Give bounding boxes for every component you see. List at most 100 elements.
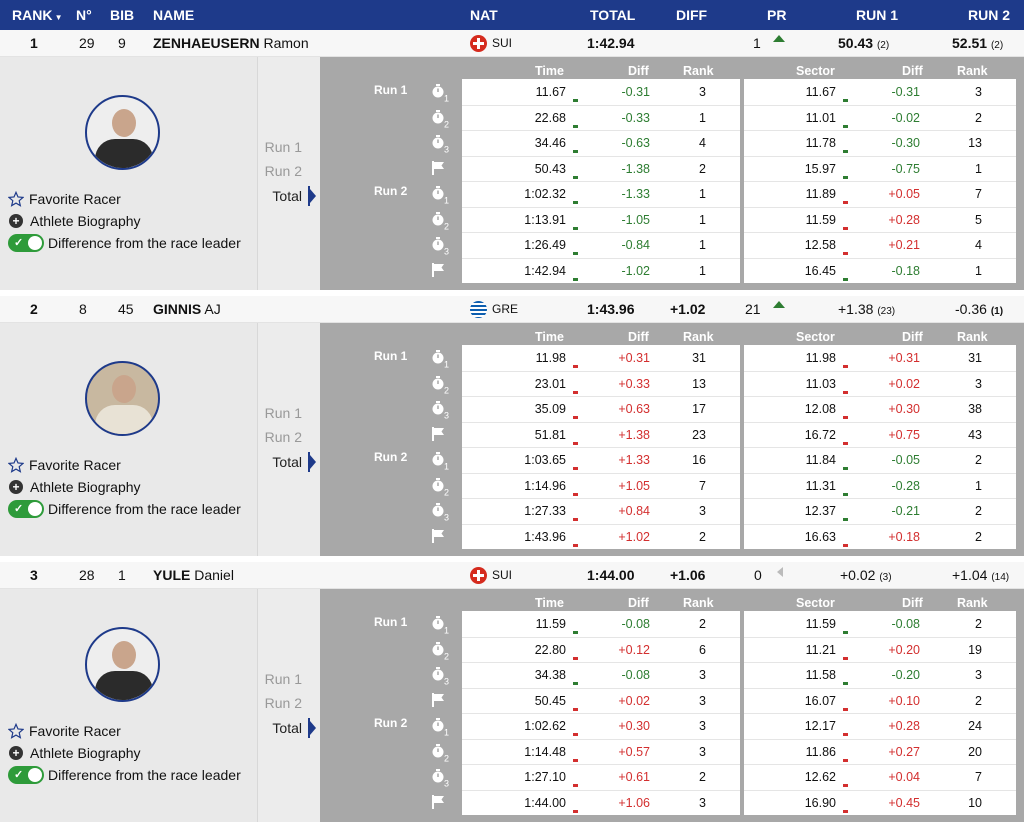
sector-time: 11.21	[805, 642, 836, 657]
row-divider	[744, 257, 1016, 259]
sector-diff: -0.31	[891, 85, 921, 99]
racer-total-time: 1:42.94	[587, 35, 635, 51]
stopwatch-icon: 1	[432, 718, 449, 738]
athlete-biography-button[interactable]: + Athlete Biography	[8, 479, 141, 495]
racer-run2: -0.36 (1)	[955, 301, 1003, 317]
col-rank[interactable]: RANK ▼	[12, 7, 63, 23]
row-divider	[462, 764, 740, 765]
finish-flag-icon	[432, 528, 445, 546]
difference-toggle[interactable]: ✓ Difference from the race leader	[8, 234, 241, 252]
sector-rank: 19	[968, 642, 982, 657]
stopwatch-icon: 3	[432, 135, 449, 155]
sector-time: 11.89	[805, 187, 836, 201]
stopwatch-icon: 3	[432, 503, 449, 523]
split-rank: 3	[699, 744, 706, 759]
run2-label: Run 2	[374, 450, 408, 464]
split-time: 1:44.00	[524, 795, 566, 810]
total-tab[interactable]: Total	[272, 720, 302, 736]
racer-name[interactable]: YULE Daniel	[153, 567, 234, 583]
col-pr[interactable]: PR	[767, 7, 787, 23]
split-rank: 1	[699, 263, 706, 278]
split-diff: -0.84	[621, 238, 651, 252]
time-indicator-mark	[573, 390, 578, 394]
favorite-racer-button[interactable]: Favorite Racer	[7, 456, 121, 473]
run1-tab[interactable]: Run 1	[264, 405, 302, 421]
sector-diff: +0.10	[888, 693, 920, 708]
toggle-switch-icon[interactable]: ✓	[8, 500, 44, 518]
col-bib[interactable]: BIB	[110, 7, 135, 23]
sector-indicator-mark	[843, 252, 848, 255]
time-indicator-mark	[573, 758, 578, 762]
athlete-biography-label: Athlete Biography	[30, 479, 141, 495]
favorite-racer-button[interactable]: Favorite Racer	[7, 722, 121, 739]
split-time: 23.01	[534, 376, 566, 391]
racer-name[interactable]: ZENHAEUSERN Ramon	[153, 35, 309, 51]
toggle-switch-icon[interactable]: ✓	[8, 766, 44, 784]
racer-run1: +0.02 (3)	[840, 567, 892, 583]
athlete-biography-button[interactable]: + Athlete Biography	[8, 213, 141, 229]
run2-tab[interactable]: Run 2	[264, 163, 302, 179]
time-indicator-mark	[573, 467, 578, 470]
athlete-biography-button[interactable]: + Athlete Biography	[8, 745, 141, 761]
athlete-photo	[85, 627, 160, 702]
racer-bib: 1	[118, 567, 126, 583]
run1-tab[interactable]: Run 1	[264, 671, 302, 687]
athlete-photo-body	[95, 671, 153, 700]
plus-icon: +	[9, 746, 23, 760]
racer-pr: 0	[754, 567, 762, 583]
row-divider	[462, 498, 740, 499]
racer-row[interactable]: 3 28 1 YULE Daniel SUI 1:44.00 +1.06 0 +0.02 (3)…	[0, 562, 1024, 589]
racer-row[interactable]: 2 8 45 GINNIS AJ GRE 1:43.96 +1.02 21 +1.38 (23)…	[0, 296, 1024, 323]
sector-rank: 2	[975, 453, 982, 467]
sector-rank: 38	[968, 402, 982, 416]
run2-tab[interactable]: Run 2	[264, 695, 302, 711]
col-name[interactable]: NAME	[153, 7, 195, 23]
total-tab[interactable]: Total	[272, 454, 302, 470]
col-total[interactable]: TOTAL	[590, 7, 636, 23]
time-indicator-mark	[573, 656, 578, 660]
racer-detail-panel: Favorite Racer + Athlete Biography ✓ Differe…	[0, 57, 1024, 290]
column-header: Diff	[902, 596, 923, 610]
col-diff[interactable]: DIFF	[676, 7, 708, 23]
difference-toggle[interactable]: ✓ Difference from the race leader	[8, 766, 241, 784]
run1-rank: (2)	[876, 40, 890, 51]
favorite-racer-button[interactable]: Favorite Racer	[7, 190, 121, 207]
col-run2[interactable]: RUN 2	[968, 7, 1011, 23]
col-nat[interactable]: NAT	[470, 7, 498, 23]
racer-name[interactable]: GINNIS AJ	[153, 301, 221, 317]
split-diff: +0.31	[618, 351, 650, 365]
run1-tab[interactable]: Run 1	[264, 139, 302, 155]
split-diff: +1.38	[618, 427, 650, 442]
col-run1[interactable]: RUN 1	[856, 7, 899, 23]
total-tab[interactable]: Total	[272, 188, 302, 204]
split-diff: -1.33	[621, 187, 651, 201]
difference-toggle[interactable]: ✓ Difference from the race leader	[8, 500, 241, 518]
racer-bib: 9	[118, 35, 126, 51]
row-divider	[744, 181, 1016, 182]
column-header: Rank	[683, 64, 714, 78]
sector-diff: -0.08	[891, 617, 921, 631]
toggle-switch-icon[interactable]: ✓	[8, 234, 44, 252]
split-diff: -0.63	[621, 136, 651, 150]
split-rank: 4	[699, 136, 706, 150]
split-rank: 1	[699, 110, 706, 125]
finish-flag-icon	[432, 426, 445, 444]
split-time: 1:27.10	[524, 770, 566, 784]
check-icon: ✓	[14, 503, 24, 515]
row-divider	[462, 206, 740, 208]
time-indicator-mark	[573, 365, 578, 368]
athlete-photo-head	[112, 641, 136, 669]
stopwatch-icon: 1	[432, 350, 449, 370]
column-header: Diff	[902, 64, 923, 78]
run2-tab[interactable]: Run 2	[264, 429, 302, 445]
sector-time: 15.97	[804, 161, 836, 176]
row-divider	[462, 789, 740, 791]
split-rank: 2	[699, 161, 706, 176]
star-icon	[7, 190, 25, 207]
column-header: Sector	[796, 330, 835, 344]
row-divider	[462, 257, 740, 259]
racer-row[interactable]: 1 29 9 ZENHAEUSERN Ramon SUI 1:42.94 1 50.43 (2…	[0, 30, 1024, 57]
sector-diff: +0.04	[888, 770, 920, 784]
col-no[interactable]: N°	[76, 7, 92, 23]
row-divider	[462, 104, 740, 106]
